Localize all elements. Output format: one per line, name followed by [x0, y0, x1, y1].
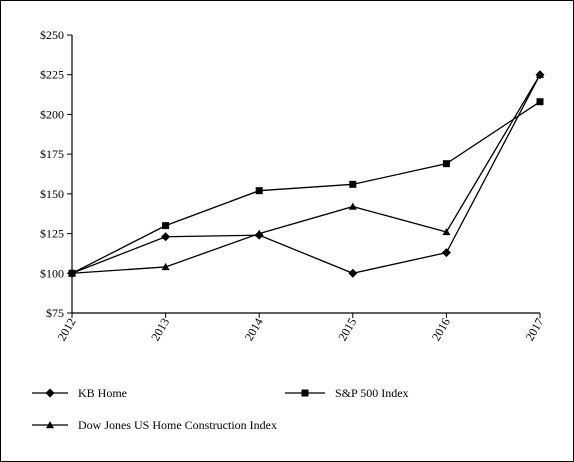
data-point-square — [162, 222, 170, 230]
data-point-square — [536, 98, 544, 106]
y-tick-label: $200 — [40, 107, 64, 121]
y-tick-label: $75 — [46, 306, 64, 320]
legend-label: KB Home — [78, 386, 127, 400]
x-tick-label: 2017 — [522, 316, 546, 344]
legend-marker-diamond — [45, 388, 55, 398]
data-point-diamond — [348, 268, 358, 278]
data-point-triangle — [348, 202, 357, 210]
y-tick-label: $100 — [40, 266, 64, 280]
data-point-diamond — [441, 248, 451, 258]
data-point-square — [255, 187, 263, 195]
data-point-triangle — [255, 229, 264, 237]
series-line-diamond — [71, 74, 541, 274]
legend-label: Dow Jones US Home Construction Index — [78, 418, 277, 432]
data-point-triangle — [161, 262, 170, 271]
x-tick-label: 2016 — [429, 316, 453, 344]
data-point-square — [349, 180, 357, 188]
data-point-square — [442, 160, 450, 168]
x-tick-label: 2015 — [335, 316, 359, 344]
legend-marker-square — [301, 389, 309, 397]
series-lines — [71, 74, 541, 274]
data-point-triangle — [68, 269, 76, 277]
y-tick-label: $250 — [40, 28, 64, 42]
data-point-triangle — [442, 227, 451, 236]
y-tick-label: $125 — [40, 227, 64, 241]
data-point-diamond — [161, 232, 171, 242]
legend-label: S&P 500 Index — [335, 386, 409, 400]
y-tick-label: $175 — [40, 147, 64, 161]
x-tick-label: 2013 — [148, 316, 172, 344]
y-tick-label: $225 — [40, 68, 64, 82]
legend-marker-triangle — [46, 421, 54, 429]
data-point-triangle — [536, 70, 544, 78]
series-line-square — [71, 101, 541, 274]
series-line-triangle — [71, 74, 541, 274]
y-tick-label: $150 — [40, 187, 64, 201]
x-tick-label: 2014 — [242, 316, 266, 344]
series-markers — [67, 70, 545, 278]
legend: KB Home S&P 500 Index Dow Jones US Home Co… — [32, 386, 409, 432]
